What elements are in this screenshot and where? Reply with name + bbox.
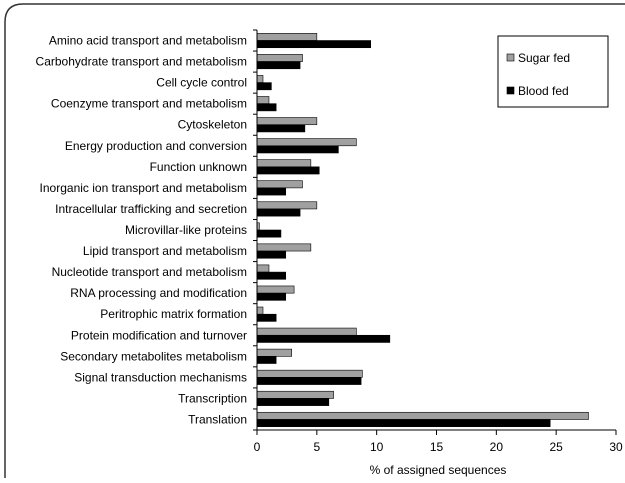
bar-sugar-fed-13 bbox=[256, 306, 264, 315]
bar-sugar-fed-4 bbox=[256, 117, 318, 126]
bar-sugar-fed-3 bbox=[256, 96, 270, 104]
bar-blood-fed-6 bbox=[256, 166, 320, 175]
x-tick-label: 20 bbox=[490, 440, 504, 454]
bar-blood-fed-12 bbox=[256, 292, 287, 301]
x-tick-label: 15 bbox=[430, 440, 444, 454]
x-tick-label: 5 bbox=[313, 440, 320, 454]
category-label: Cell cycle control bbox=[156, 76, 247, 90]
legend-label-blood-fed: Blood fed bbox=[518, 84, 569, 98]
bar-sugar-fed-2 bbox=[256, 75, 264, 83]
bar-blood-fed-7 bbox=[256, 187, 287, 196]
category-label: Peritrophic matrix formation bbox=[100, 307, 247, 321]
bar-blood-fed-2 bbox=[256, 82, 272, 91]
bars-layer bbox=[256, 33, 589, 427]
category-label: Intracellular trafficking and secretion bbox=[55, 202, 247, 216]
bar-blood-fed-5 bbox=[256, 145, 339, 154]
category-label: Translation bbox=[188, 412, 247, 426]
category-label: Transcription bbox=[178, 391, 247, 405]
bar-blood-fed-3 bbox=[256, 103, 277, 112]
legend: Sugar fed Blood fed bbox=[497, 35, 609, 108]
bar-blood-fed-17 bbox=[256, 398, 330, 406]
x-tick-label: 0 bbox=[254, 440, 261, 454]
bar-sugar-fed-17 bbox=[256, 390, 334, 399]
x-tick-label: 30 bbox=[609, 440, 623, 454]
bar-blood-fed-11 bbox=[256, 271, 287, 280]
category-label: Secondary metabolites metabolism bbox=[60, 349, 247, 363]
bar-sugar-fed-1 bbox=[256, 54, 303, 62]
bar-sugar-fed-15 bbox=[256, 348, 293, 357]
bar-blood-fed-18 bbox=[256, 419, 551, 427]
bar-blood-fed-8 bbox=[256, 208, 301, 217]
category-labels: Amino acid transport and metabolism Carbo… bbox=[36, 34, 247, 427]
category-label: Energy production and conversion bbox=[65, 139, 247, 153]
bar-blood-fed-4 bbox=[256, 124, 306, 133]
bar-blood-fed-1 bbox=[256, 61, 301, 70]
category-label: Function unknown bbox=[150, 160, 247, 174]
category-label: Carbohydrate transport and metabolism bbox=[36, 55, 247, 69]
legend-label-sugar-fed: Sugar fed bbox=[518, 51, 570, 65]
bar-sugar-fed-10 bbox=[256, 243, 312, 252]
bar-blood-fed-10 bbox=[256, 250, 287, 259]
category-label: Microvillar-like proteins bbox=[125, 223, 247, 237]
bar-sugar-fed-16 bbox=[256, 369, 363, 378]
category-label: Inorganic ion transport and metabolism bbox=[40, 181, 247, 195]
bar-sugar-fed-11 bbox=[256, 264, 270, 273]
bar-blood-fed-0 bbox=[256, 40, 371, 49]
category-label: Coenzyme transport and metabolism bbox=[51, 97, 247, 111]
legend-swatch-sugar-fed bbox=[506, 53, 515, 62]
bar-sugar-fed-7 bbox=[256, 180, 303, 189]
category-label: Nucleotide transport and metabolism bbox=[52, 265, 247, 279]
bar-blood-fed-14 bbox=[256, 334, 391, 343]
x-axis: 0 5 10 15 20 25 30 bbox=[253, 29, 623, 454]
bar-sugar-fed-18 bbox=[256, 411, 589, 420]
category-label: Lipid transport and metabolism bbox=[83, 244, 247, 258]
x-tick-label: 25 bbox=[549, 440, 563, 454]
legend-box bbox=[497, 35, 609, 108]
panel-border bbox=[4, 3, 625, 478]
x-tick-label: 10 bbox=[370, 440, 384, 454]
bar-sugar-fed-8 bbox=[256, 201, 318, 210]
category-label: RNA processing and modification bbox=[70, 286, 247, 300]
legend-swatch-blood-fed bbox=[506, 86, 515, 95]
bar-sugar-fed-14 bbox=[256, 327, 357, 336]
category-label: Signal transduction mechanisms bbox=[74, 370, 247, 384]
category-label: Protein modification and turnover bbox=[71, 328, 247, 342]
bar-blood-fed-15 bbox=[256, 356, 277, 364]
bar-sugar-fed-6 bbox=[256, 159, 312, 168]
category-label: Cytoskeleton bbox=[178, 118, 247, 132]
x-axis-title: % of assigned sequences bbox=[370, 463, 507, 477]
bar-blood-fed-16 bbox=[256, 377, 362, 385]
bar-sugar-fed-5 bbox=[256, 138, 357, 147]
bar-sugar-fed-0 bbox=[256, 33, 318, 41]
category-label: Amino acid transport and metabolism bbox=[49, 34, 247, 48]
bar-blood-fed-13 bbox=[256, 313, 277, 322]
bar-sugar-fed-12 bbox=[256, 285, 295, 294]
bar-blood-fed-9 bbox=[256, 229, 282, 238]
